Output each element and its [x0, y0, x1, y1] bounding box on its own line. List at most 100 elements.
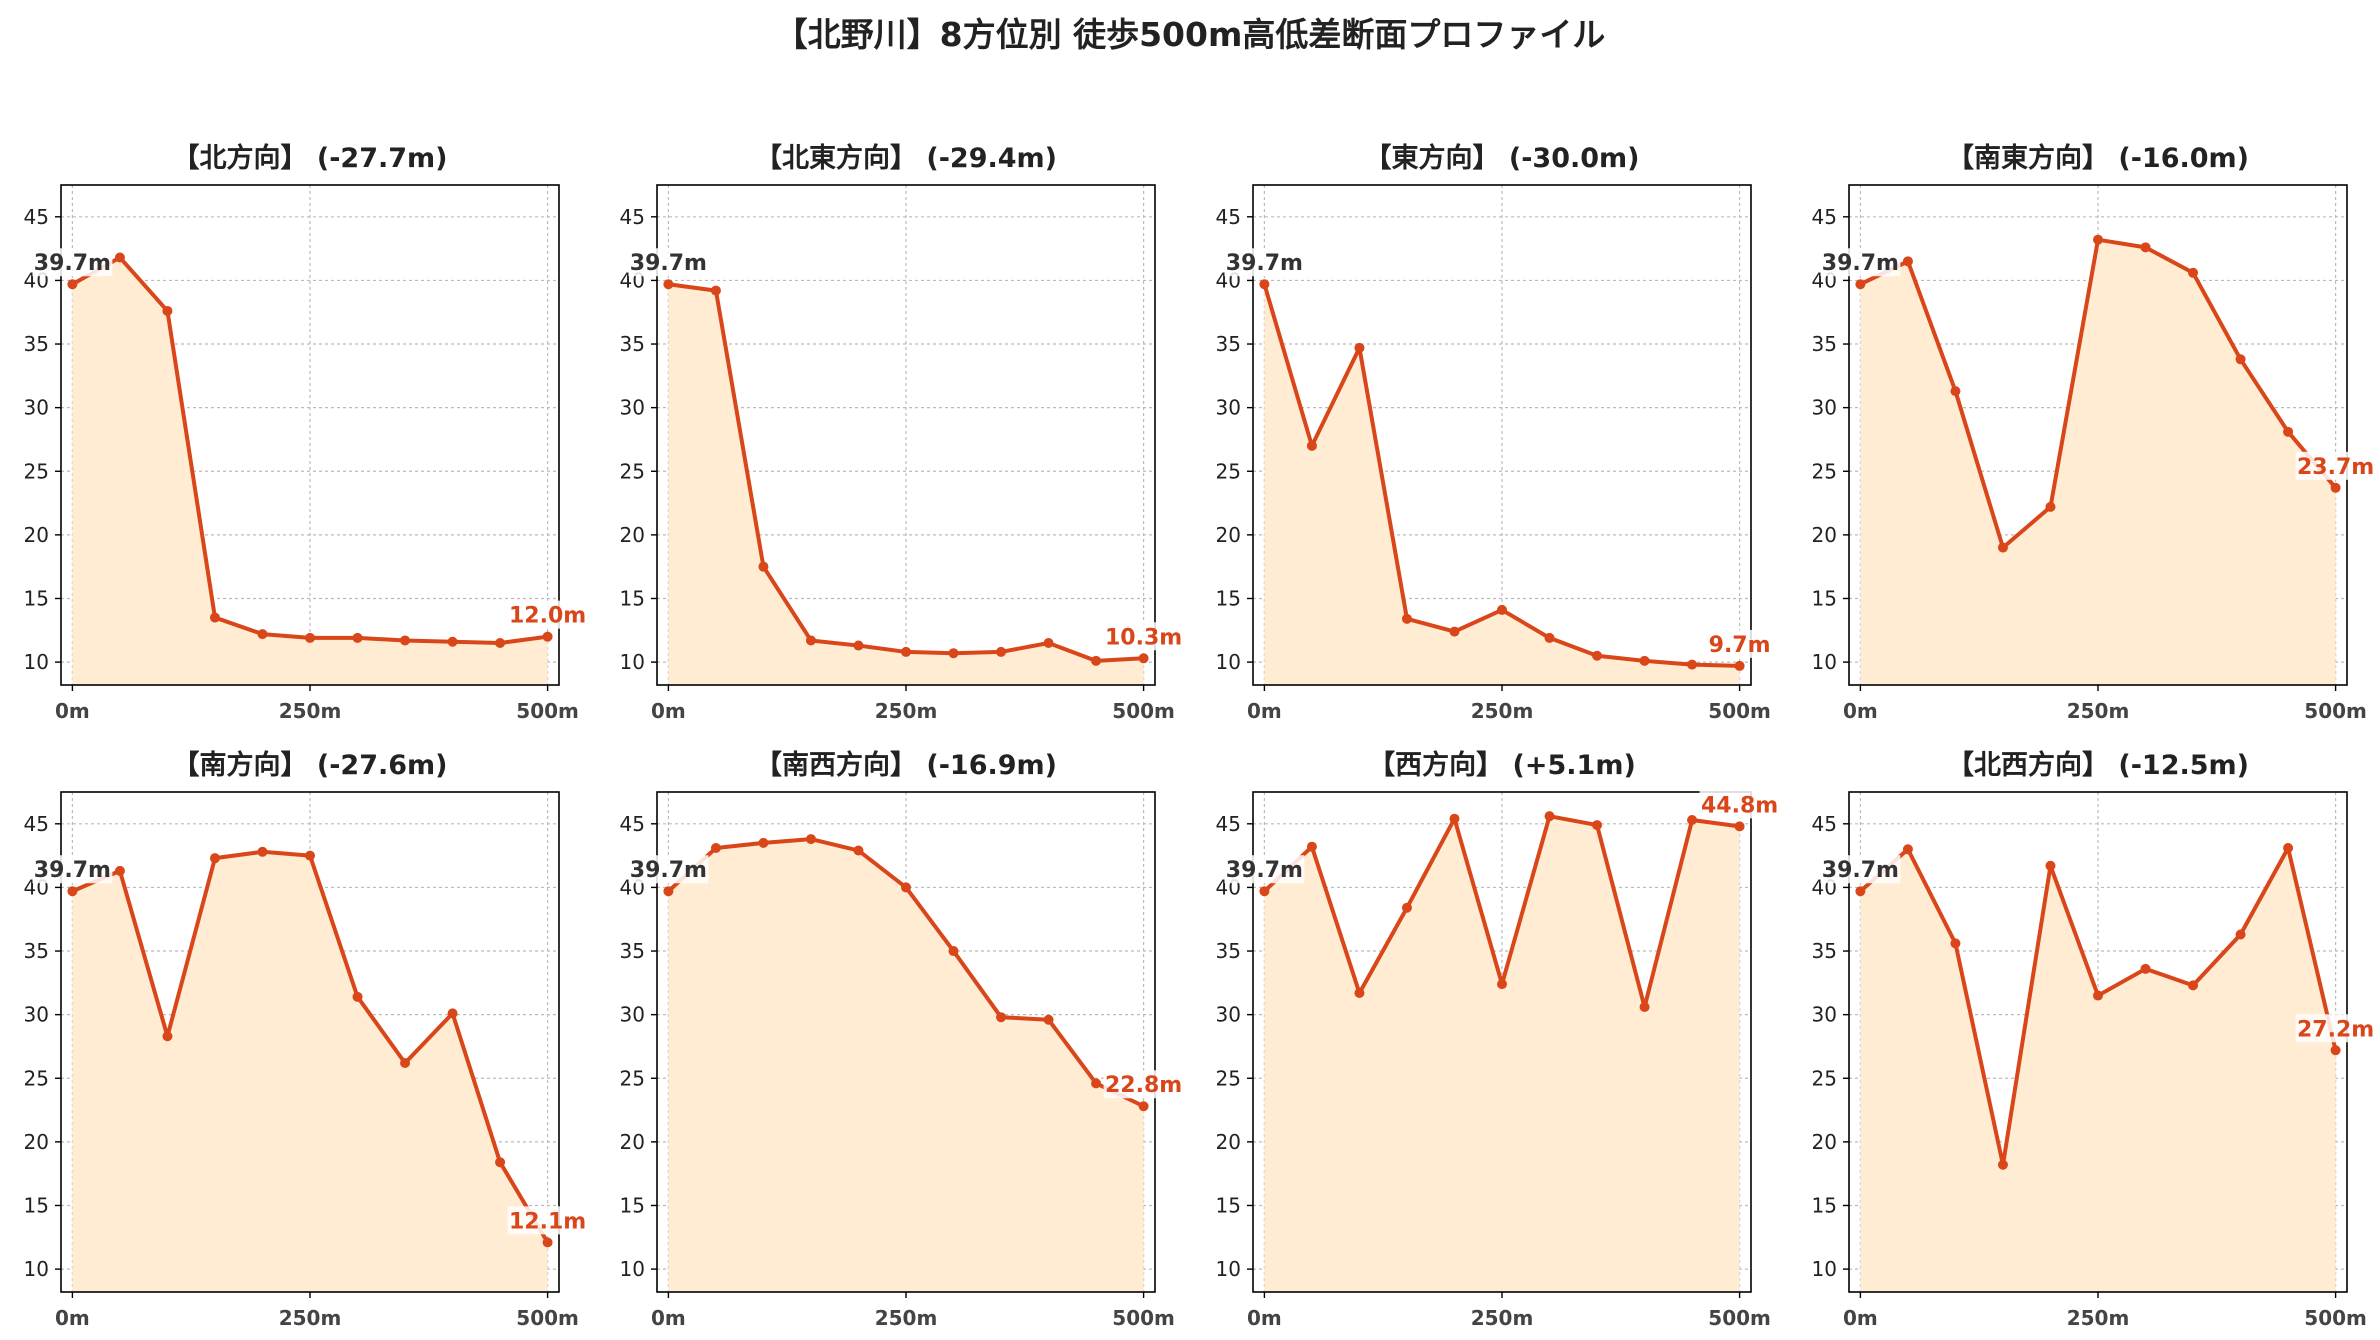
panel-1-end-label-bg	[507, 600, 588, 629]
panel-8-point	[2235, 929, 2246, 940]
panel-3-ytick-label: 10	[1216, 650, 1241, 674]
panel-2-point	[1138, 653, 1149, 664]
panel-1-ytick-label: 20	[24, 523, 49, 547]
panel-4-end-label-bg	[2295, 451, 2376, 480]
panel-8-point	[1997, 1159, 2008, 1170]
panel-1-point	[67, 279, 78, 290]
panel-8-ytick-label: 20	[1812, 1130, 1837, 1154]
panel-4-point	[2045, 501, 2056, 512]
panel-7-point	[1497, 979, 1507, 990]
panel-1-point	[352, 632, 363, 643]
panel-1-start-label-bg	[32, 248, 113, 277]
panel-2-start-label-bg	[628, 248, 709, 277]
panel-4-point	[2188, 267, 2199, 278]
panel-5-xtick-label: 250m	[279, 1306, 342, 1330]
panel-7-point	[1259, 886, 1270, 897]
panel-3-ytick-label: 45	[1216, 205, 1241, 229]
panel-2-ytick-label: 10	[620, 650, 645, 674]
panel-2-point	[805, 635, 816, 646]
panel-4-point	[2140, 242, 2151, 253]
panel-5-ytick-label: 30	[24, 1003, 49, 1027]
panel-6-ytick-label: 25	[620, 1066, 645, 1090]
panel-8-point	[2283, 842, 2294, 853]
panel-4-ytick-label: 20	[1812, 523, 1837, 547]
panel-8-ytick-label: 45	[1812, 812, 1837, 836]
panel-2-end-label: 10.3m	[1105, 625, 1182, 650]
panel-1-ytick-label: 25	[24, 459, 49, 483]
panel-1-xtick-label: 0m	[55, 699, 90, 723]
panel-2-ytick-label: 20	[620, 523, 645, 547]
panel-8-end-label-bg	[2295, 1014, 2376, 1043]
panel-4-point	[2093, 234, 2103, 245]
panel-6-ytick-label: 45	[620, 812, 645, 836]
panel-8-end-label: 27.2m	[2297, 1017, 2374, 1042]
panel-4-start-label: 39.7m	[1822, 251, 1899, 276]
panel-7-ytick-label: 45	[1216, 812, 1241, 836]
panel-8-point	[2140, 963, 2151, 974]
panel-2-area	[668, 284, 1144, 685]
panel-5-point	[67, 886, 78, 897]
panel-7-start-label-bg	[1224, 855, 1305, 884]
panel-6-ytick-label: 30	[620, 1003, 645, 1027]
panel-1-ytick-label: 10	[24, 650, 49, 674]
panel-5-ytick-label: 20	[24, 1130, 49, 1154]
panel-6-point	[996, 1012, 1007, 1023]
panel-4-point	[2235, 354, 2246, 365]
panel-8-point	[1950, 938, 1961, 949]
panel-3-end-label: 9.7m	[1709, 633, 1771, 658]
panel-2-xtick-label: 500m	[1112, 699, 1175, 723]
panel-7-ytick-label: 25	[1216, 1066, 1241, 1090]
panel-3-start-label-bg	[1224, 248, 1305, 277]
panel-1-point	[542, 631, 553, 642]
panel-2-point	[853, 640, 864, 651]
panel-5-xtick-label: 500m	[516, 1306, 579, 1330]
panel-7-start-label: 39.7m	[1226, 858, 1303, 883]
panel-1-xtick-label: 500m	[516, 699, 579, 723]
panel-8-ytick-label: 15	[1812, 1193, 1837, 1217]
panel-1-point	[447, 636, 458, 647]
panel-6-point	[1091, 1078, 1102, 1089]
panel-4-point	[2330, 482, 2341, 493]
panel-8-start-label: 39.7m	[1822, 858, 1899, 883]
panel-2-xtick-label: 0m	[651, 699, 686, 723]
panel-5-point	[209, 853, 220, 864]
panel-7-end-label: 44.8m	[1701, 793, 1778, 818]
panel-6-ytick-label: 10	[620, 1257, 645, 1281]
panel-8-xtick-label: 500m	[2304, 1306, 2367, 1330]
panel-2-title: 【北東方向】 (-29.4m)	[755, 142, 1057, 174]
panel-2-ytick-label: 15	[620, 586, 645, 610]
panel-8-point	[1855, 886, 1866, 897]
panel-7-point	[1592, 820, 1603, 831]
panel-1-point	[400, 635, 411, 646]
panel-2-point	[996, 646, 1007, 657]
panel-7-point	[1687, 814, 1698, 825]
panel-2-point	[948, 648, 959, 659]
panel-4-ytick-label: 15	[1812, 586, 1837, 610]
panel-3-ytick-label: 20	[1216, 523, 1241, 547]
panel-6-point	[758, 837, 769, 848]
panel-5-ytick-label: 10	[24, 1257, 49, 1281]
panel-7-ytick-label: 10	[1216, 1257, 1241, 1281]
panel-8-ytick-label: 35	[1812, 939, 1837, 963]
panel-1-ytick-label: 35	[24, 332, 49, 356]
panel-5-point	[400, 1057, 411, 1068]
panel-5-end-label-bg	[507, 1206, 588, 1235]
panel-7-point	[1401, 902, 1412, 913]
panel-3-title: 【東方向】 (-30.0m)	[1364, 142, 1639, 174]
panel-8-xtick-label: 0m	[1843, 1306, 1878, 1330]
panel-1-point	[257, 629, 268, 640]
panel-5-point	[162, 1031, 173, 1042]
panel-5-end-label: 12.1m	[509, 1209, 586, 1234]
panel-5-ytick-label: 45	[24, 812, 49, 836]
panel-5-point	[305, 850, 315, 861]
panel-6-ytick-label: 20	[620, 1130, 645, 1154]
panel-6-end-label: 22.8m	[1105, 1073, 1182, 1098]
panel-3-point	[1306, 440, 1317, 451]
panel-8-xtick-label: 250m	[2067, 1306, 2130, 1330]
panel-5-point	[352, 991, 363, 1002]
panel-7-end-label-bg	[1699, 790, 1780, 819]
panel-1-xtick-label: 250m	[279, 699, 342, 723]
panel-6-ytick-label: 35	[620, 939, 645, 963]
panel-4-xtick-label: 0m	[1843, 699, 1878, 723]
